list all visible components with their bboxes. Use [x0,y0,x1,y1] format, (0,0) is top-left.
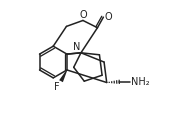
Polygon shape [59,70,67,82]
Text: O: O [79,10,87,20]
Text: O: O [105,12,113,22]
Text: N: N [73,42,80,52]
Text: NH₂: NH₂ [131,77,150,87]
Text: F: F [54,82,60,92]
